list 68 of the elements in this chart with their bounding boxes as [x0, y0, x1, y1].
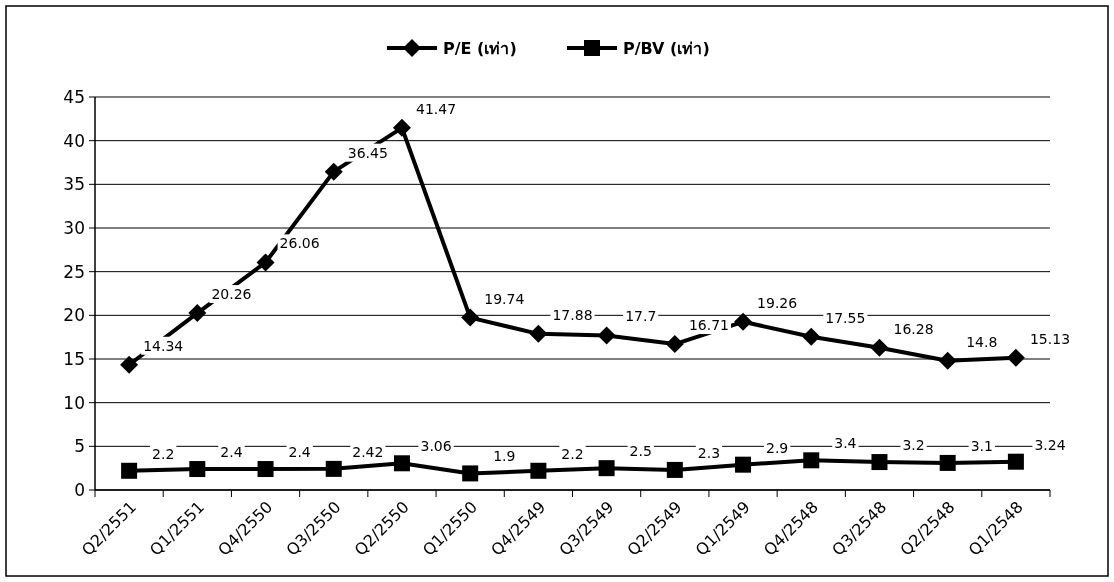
point: [462, 465, 479, 482]
point: [257, 461, 274, 478]
point: [734, 312, 753, 331]
data-label: 2.9: [766, 439, 789, 456]
point: [529, 324, 548, 343]
point: [189, 461, 206, 478]
point: [597, 326, 616, 345]
y-tick-label: 30: [63, 218, 85, 238]
point: [392, 118, 411, 137]
point: [666, 461, 683, 478]
point: [803, 452, 820, 469]
data-label: 2.3: [697, 444, 721, 461]
data-label: 2.2: [152, 445, 175, 462]
data-label: 17.7: [625, 308, 657, 325]
legend-label: P/E (เท่า): [443, 39, 517, 58]
point: [1006, 348, 1025, 367]
point: [939, 454, 956, 471]
point: [530, 462, 547, 479]
y-tick-label: 5: [74, 436, 85, 457]
data-label: 16.71: [688, 317, 729, 334]
data-label: 2.2: [561, 445, 584, 462]
data-label: 3.4: [834, 435, 857, 452]
data-label: 36.45: [347, 144, 388, 161]
y-tick-label: 40: [63, 130, 85, 151]
point: [121, 462, 138, 479]
data-label: 19.74: [484, 290, 525, 307]
data-label: 3.24: [1034, 436, 1066, 453]
point: [120, 355, 139, 374]
point: [665, 335, 684, 354]
data-label: 19.26: [757, 294, 798, 311]
point: [938, 351, 957, 370]
data-label: 2.4: [220, 444, 243, 461]
y-tick-label: 45: [63, 87, 85, 107]
y-tick-label: 10: [63, 392, 85, 413]
data-label: 1.9: [493, 448, 516, 465]
point: [598, 460, 615, 477]
y-tick-label: 15: [63, 349, 85, 369]
y-tick-label: 20: [63, 305, 85, 326]
data-label: 2.4: [288, 444, 311, 461]
data-label: 14.34: [143, 337, 184, 354]
data-label: 2.5: [629, 443, 652, 460]
point: [735, 456, 752, 473]
y-tick-label: 0: [74, 480, 85, 500]
point: [461, 308, 480, 327]
point: [325, 460, 342, 477]
data-label: 3.2: [902, 437, 925, 454]
y-tick-label: 35: [63, 174, 85, 195]
data-label: 3.06: [420, 438, 452, 455]
point: [324, 162, 343, 181]
data-label: 3.1: [970, 437, 993, 454]
data-label: 26.06: [279, 235, 320, 252]
legend-label: P/BV (เท่า): [623, 39, 710, 58]
point: [871, 454, 888, 471]
data-label: 17.55: [825, 309, 866, 326]
data-label: 2.42: [352, 443, 384, 460]
data-label: 41.47: [416, 100, 457, 117]
point: [870, 338, 889, 357]
data-label: 15.13: [1029, 330, 1071, 347]
data-label: 16.28: [893, 320, 934, 337]
data-label: 14.8: [966, 333, 998, 350]
point: [393, 455, 410, 472]
point: [802, 327, 821, 346]
y-tick-label: 25: [63, 261, 85, 282]
point: [256, 253, 275, 272]
data-label: 20.26: [211, 286, 252, 303]
point: [188, 304, 207, 323]
data-label: 17.88: [552, 306, 593, 323]
point: [1007, 453, 1024, 470]
